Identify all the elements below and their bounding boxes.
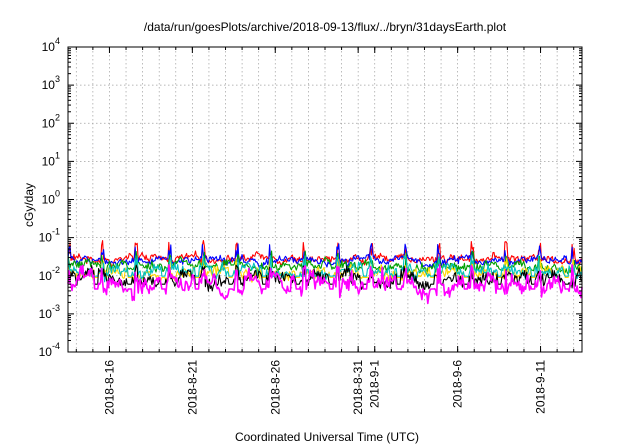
y-tick-exponent: 1: [55, 150, 60, 160]
y-tick-base: 10: [42, 116, 56, 130]
y-tick-label: 10-2: [39, 265, 60, 283]
y-tick-base: 10: [42, 78, 56, 92]
grid-lines: [68, 47, 582, 352]
y-tick-base: 10: [42, 40, 56, 54]
y-tick-label: 103: [42, 74, 60, 92]
x-tick-label: 2018-8-21: [185, 360, 199, 415]
y-tick-exponent: 4: [55, 36, 60, 46]
y-tick-base: 10: [42, 193, 56, 207]
x-tick-label: 2018-8-31: [351, 360, 365, 415]
series-line: [67, 263, 583, 305]
y-tick-base: 10: [42, 154, 56, 168]
series-line: [67, 239, 583, 267]
y-tick-base: 10: [39, 231, 53, 245]
y-tick-label: 104: [42, 36, 60, 54]
y-tick-base: 10: [39, 307, 53, 321]
y-tick-base: 10: [39, 269, 53, 283]
y-tick-label: 100: [42, 189, 60, 207]
x-axis-label: Coordinated Universal Time (UTC): [235, 430, 419, 444]
y-tick-exponent: 0: [55, 189, 60, 199]
series-line: [67, 243, 583, 270]
series-line: [67, 254, 583, 283]
y-tick-exponent: 2: [55, 112, 60, 122]
y-tick-label: 10-4: [39, 341, 60, 359]
series-layer: [67, 239, 583, 305]
y-tick-label: 101: [42, 150, 60, 168]
y-tick-base: 10: [39, 345, 53, 359]
y-tick-exponent: -2: [52, 265, 60, 275]
chart-title: /data/run/goesPlots/archive/2018-09-13/f…: [144, 20, 507, 34]
x-tick-label: 2018-8-16: [102, 360, 116, 415]
series-line: [67, 264, 583, 292]
y-tick-label: 102: [42, 112, 60, 130]
y-tick-label: 10-1: [39, 227, 60, 245]
y-tick-exponent: -3: [52, 303, 60, 313]
x-tick-label: 2018-9-11: [534, 360, 548, 414]
x-axis: 2018-8-16 2018-8-21 2018-8-26 2018-8-31 2018…: [75, 47, 575, 415]
y-tick-exponent: -4: [52, 341, 60, 351]
x-tick-label: 2018-9-1: [368, 360, 382, 408]
x-tick-label: 2018-9-6: [451, 360, 465, 408]
y-tick-label: 10-3: [39, 303, 60, 321]
x-tick-label: 2018-8-26: [268, 360, 282, 415]
y-tick-exponent: -1: [52, 227, 60, 237]
y-tick-exponent: 3: [55, 74, 60, 84]
y-axis-label: cGy/day: [22, 183, 36, 227]
